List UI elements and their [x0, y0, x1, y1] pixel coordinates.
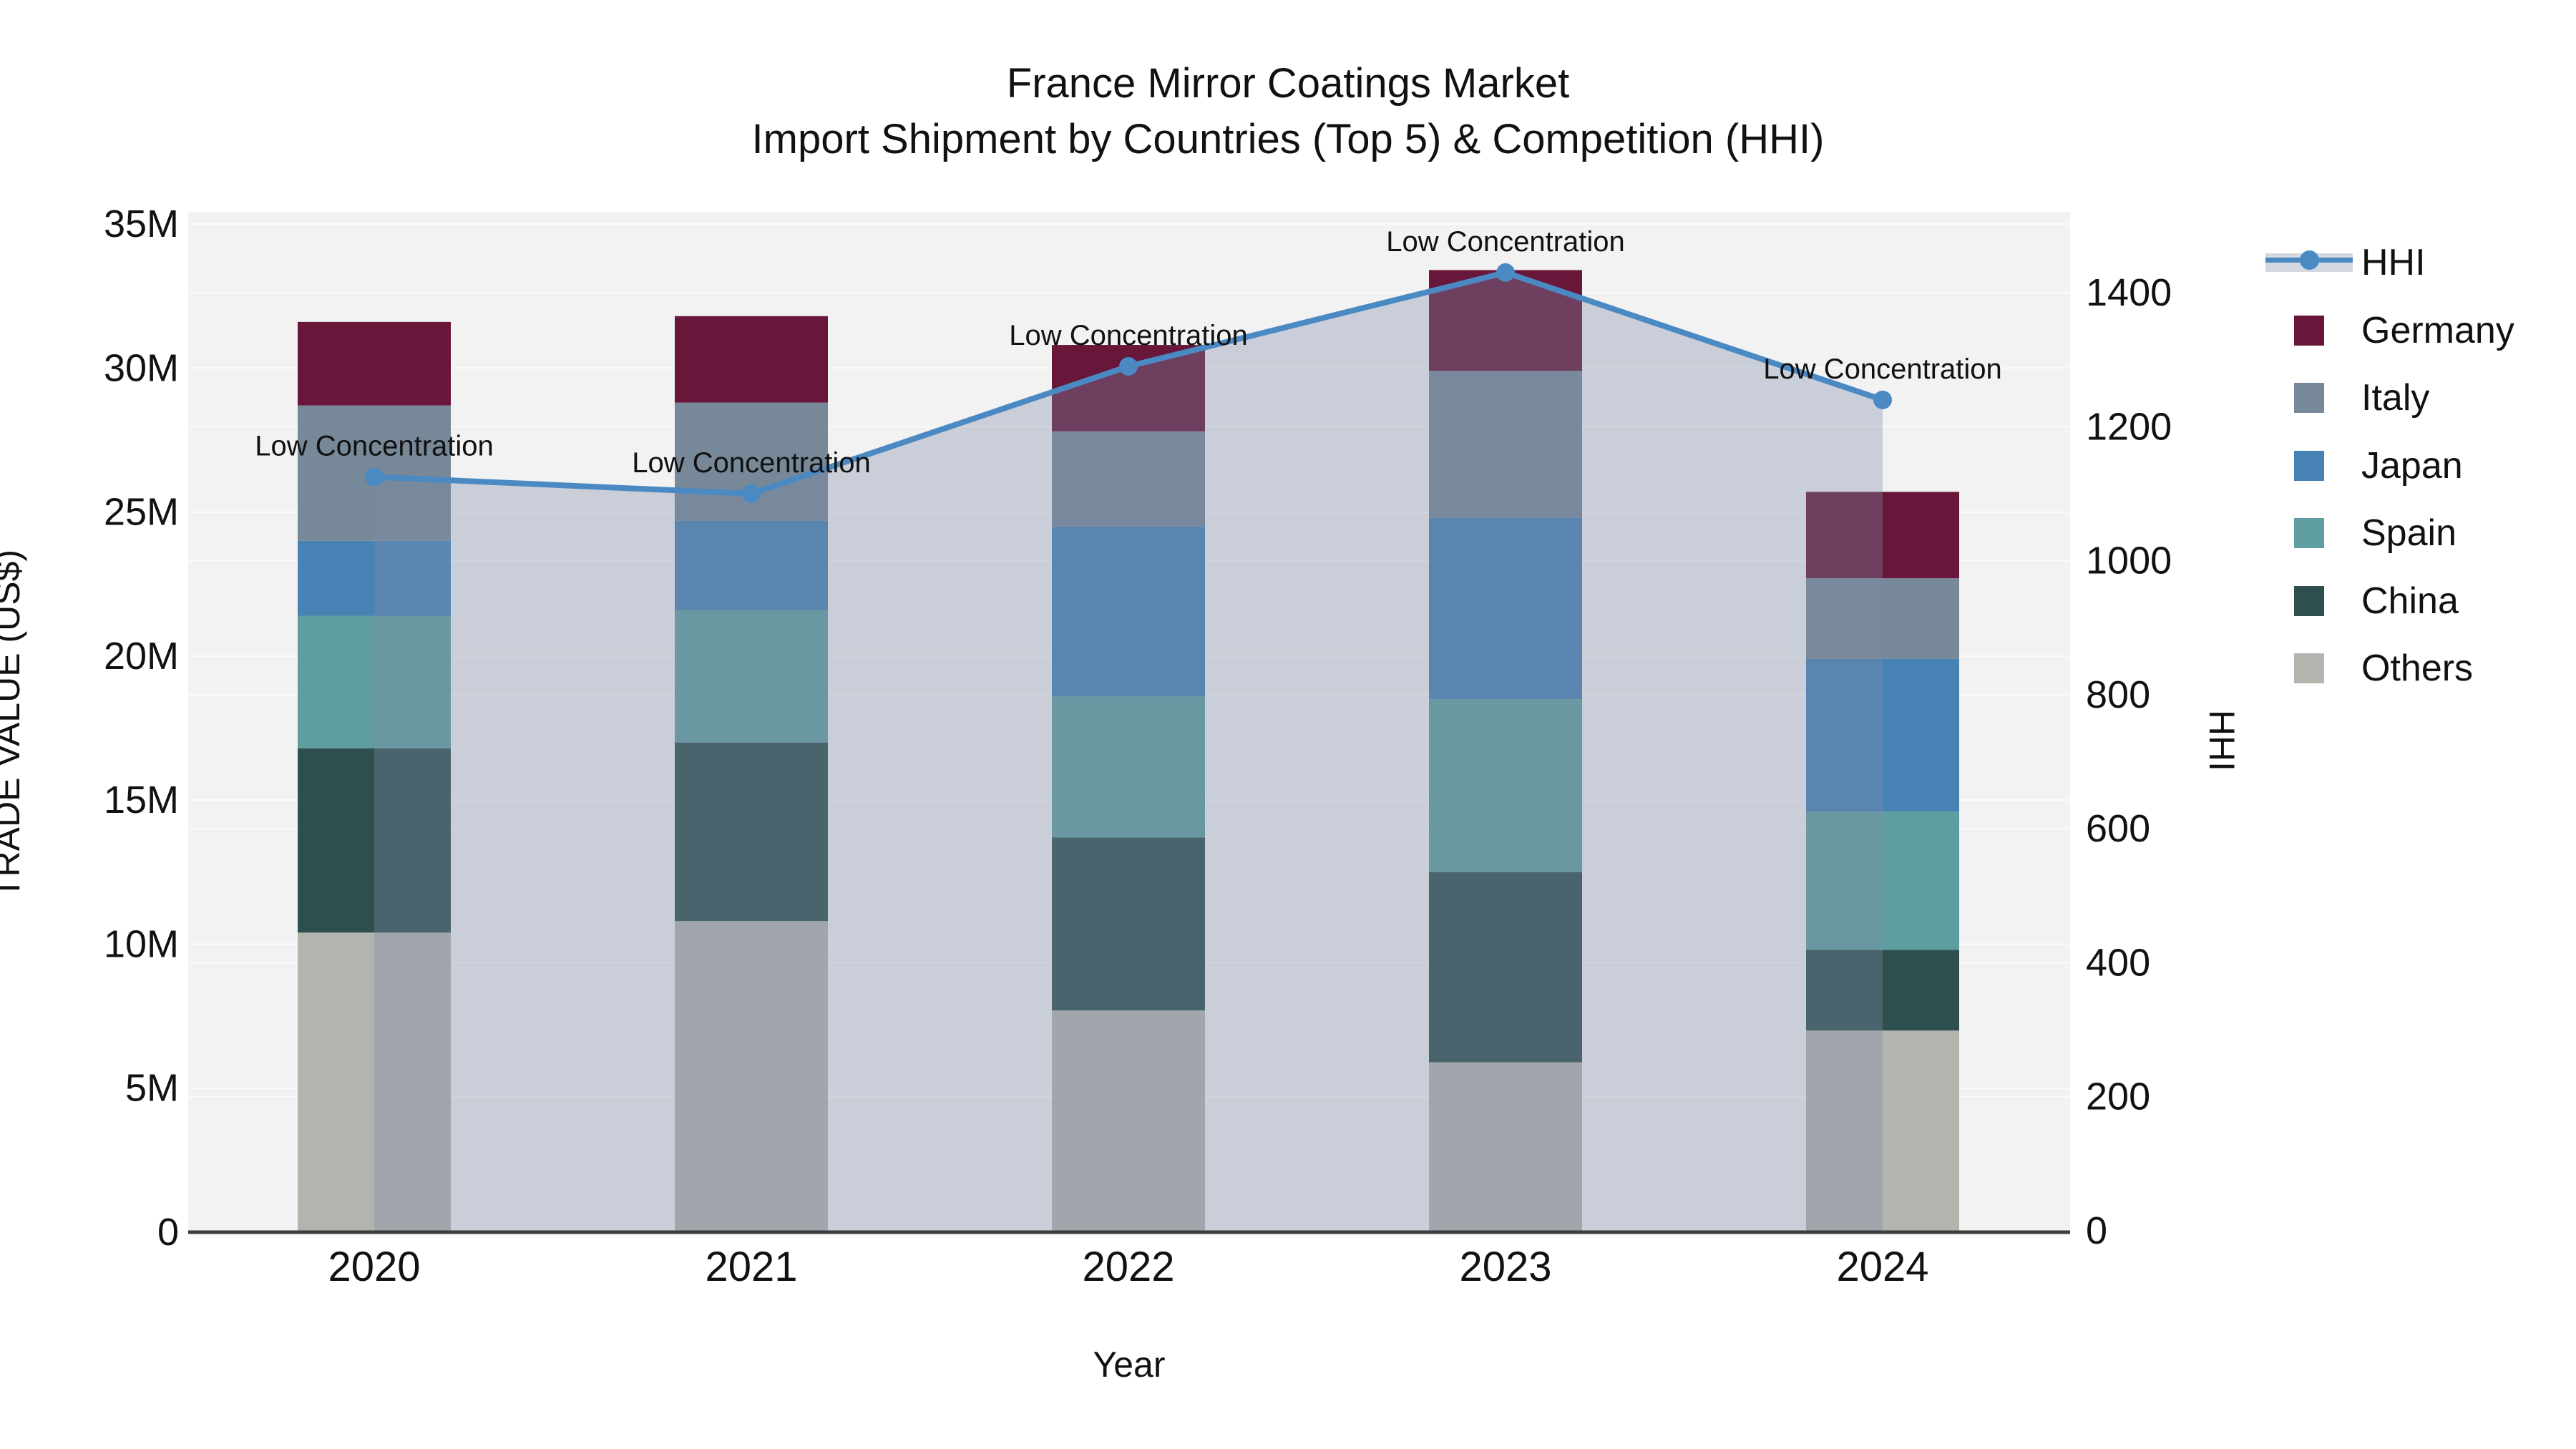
- hhi-marker-2022[interactable]: [1119, 357, 1138, 376]
- bar-segment-japan-2020[interactable]: [298, 540, 451, 616]
- y-tick-10M: 10M: [104, 922, 179, 965]
- annotation-2024: Low Concentration: [1763, 353, 2002, 385]
- hhi-area-fill: [374, 272, 1883, 1233]
- hhi-marker-2020[interactable]: [365, 467, 384, 487]
- chart-title-line2: Import Shipment by Countries (Top 5) & C…: [751, 116, 1825, 162]
- y-tick-35M: 35M: [104, 203, 179, 245]
- bar-segment-china-2022[interactable]: [1052, 837, 1205, 1011]
- bar-segment-spain-2020[interactable]: [298, 615, 451, 748]
- bar-segment-others-2021[interactable]: [675, 921, 828, 1232]
- x-tick-2022: 2022: [1082, 1244, 1174, 1290]
- hhi-marker-2023[interactable]: [1496, 263, 1515, 282]
- x-tick-2024: 2024: [1836, 1244, 1928, 1290]
- y2-tick-200: 200: [2086, 1075, 2150, 1118]
- legend-item-china[interactable]: China: [2265, 567, 2514, 635]
- bar-segment-italy-2024[interactable]: [1806, 578, 1959, 659]
- bar-segment-spain-2022[interactable]: [1052, 696, 1205, 838]
- y-axis-title: TRADE VALUE (US$): [0, 549, 27, 899]
- bar-segment-germany-2021[interactable]: [675, 316, 828, 403]
- legend-item-japan[interactable]: Japan: [2265, 432, 2514, 500]
- y2-tick-800: 800: [2086, 673, 2150, 716]
- legend-label: Italy: [2361, 377, 2430, 419]
- y-tick-30M: 30M: [104, 346, 179, 389]
- y2-tick-0: 0: [2086, 1209, 2107, 1252]
- legend-swatch-icon: [2265, 383, 2353, 414]
- bar-segment-china-2023[interactable]: [1429, 872, 1582, 1063]
- legend-item-others[interactable]: Others: [2265, 635, 2514, 703]
- legend-label: HHI: [2361, 242, 2426, 284]
- legend-hhi-line-icon: [2265, 248, 2353, 278]
- bar-segment-spain-2023[interactable]: [1429, 699, 1582, 872]
- x-tick-2020: 2020: [328, 1244, 420, 1290]
- bar-segment-china-2024[interactable]: [1806, 950, 1959, 1031]
- chart-title: France Mirror Coatings Market Import Shi…: [0, 56, 2576, 167]
- y2-tick-1000: 1000: [2086, 540, 2172, 582]
- y-tick-5M: 5M: [125, 1067, 179, 1110]
- y2-tick-1200: 1200: [2086, 405, 2172, 448]
- legend: HHI Germany Italy Japan Spain China Others: [2265, 229, 2514, 703]
- bar-segment-japan-2022[interactable]: [1052, 526, 1205, 697]
- hhi-marker-2021[interactable]: [742, 484, 761, 503]
- y-tick-20M: 20M: [104, 635, 179, 678]
- bar-segment-spain-2024[interactable]: [1806, 811, 1959, 950]
- y2-axis-title: HHI: [2202, 709, 2242, 772]
- y2-tick-400: 400: [2086, 941, 2150, 984]
- bar-segment-italy-2022[interactable]: [1052, 431, 1205, 527]
- legend-swatch-icon: [2265, 450, 2353, 481]
- bar-segment-japan-2023[interactable]: [1429, 517, 1582, 700]
- bar-segment-germany-2020[interactable]: [298, 321, 451, 406]
- bar-segment-japan-2021[interactable]: [675, 520, 828, 610]
- legend-item-germany[interactable]: Germany: [2265, 297, 2514, 365]
- y2-tick-600: 600: [2086, 807, 2150, 850]
- legend-label: China: [2361, 580, 2459, 622]
- x-tick-2021: 2021: [705, 1244, 797, 1290]
- legend-item-spain[interactable]: Spain: [2265, 499, 2514, 567]
- hhi-marker-2024[interactable]: [1873, 390, 1892, 409]
- legend-label: Spain: [2361, 512, 2457, 555]
- bar-segment-japan-2024[interactable]: [1806, 658, 1959, 812]
- annotation-2020: Low Concentration: [255, 431, 494, 462]
- bar-segment-others-2020[interactable]: [298, 932, 451, 1232]
- bar-segment-italy-2023[interactable]: [1429, 371, 1582, 518]
- bar-segment-china-2020[interactable]: [298, 748, 451, 933]
- legend-swatch-icon: [2265, 585, 2353, 616]
- legend-swatch-icon: [2265, 315, 2353, 346]
- legend-item-italy[interactable]: Italy: [2265, 364, 2514, 432]
- legend-swatch-icon: [2265, 653, 2353, 684]
- y2-tick-1400: 1400: [2086, 271, 2172, 314]
- legend-label: Japan: [2361, 444, 2463, 487]
- annotation-2023: Low Concentration: [1386, 226, 1625, 258]
- bar-segment-others-2024[interactable]: [1806, 1030, 1959, 1232]
- chart-title-line1: France Mirror Coatings Market: [1006, 60, 1570, 107]
- y-tick-25M: 25M: [104, 491, 179, 534]
- bar-segment-germany-2024[interactable]: [1806, 492, 1959, 579]
- bar-segment-china-2021[interactable]: [675, 742, 828, 922]
- bar-segment-spain-2021[interactable]: [675, 610, 828, 743]
- legend-swatch-icon: [2265, 518, 2353, 549]
- bar-segment-others-2022[interactable]: [1052, 1010, 1205, 1232]
- y-tick-0: 0: [157, 1211, 179, 1254]
- legend-item-hhi[interactable]: HHI: [2265, 229, 2514, 297]
- legend-label: Others: [2361, 648, 2474, 690]
- x-tick-2023: 2023: [1459, 1244, 1551, 1290]
- x-axis-title: Year: [1093, 1345, 1166, 1385]
- y-tick-15M: 15M: [104, 779, 179, 821]
- legend-label: Germany: [2361, 309, 2514, 351]
- annotation-2022: Low Concentration: [1009, 320, 1248, 351]
- annotation-2021: Low Concentration: [632, 447, 871, 479]
- bar-segment-others-2023[interactable]: [1429, 1062, 1582, 1232]
